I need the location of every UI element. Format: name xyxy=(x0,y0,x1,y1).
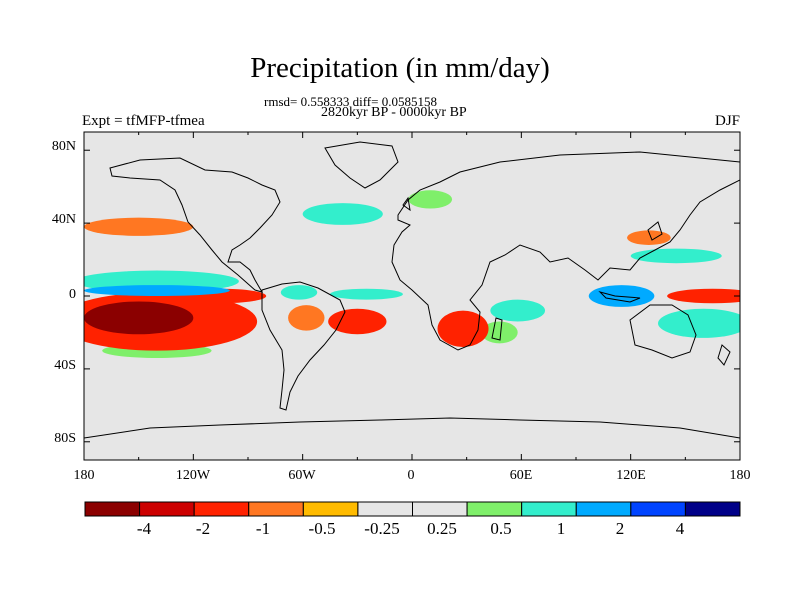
colorbar-swatch xyxy=(357,501,413,517)
anomaly-region xyxy=(84,301,194,335)
anomaly-region xyxy=(408,190,453,209)
lat-label: 80S xyxy=(54,431,76,446)
lon-label: 120E xyxy=(616,468,646,483)
anomaly-region xyxy=(481,321,518,344)
stats-line: rmsd= 0.558333 diff= 0.0585158 xyxy=(264,94,437,109)
colorbar-label: 1 xyxy=(556,519,566,538)
colorbar-label: -2 xyxy=(195,519,211,538)
colorbar-label: -1 xyxy=(255,519,271,538)
colorbar-swatch xyxy=(248,501,304,517)
lon-label: 60W xyxy=(288,468,316,483)
colorbar-label: -0.25 xyxy=(364,519,400,538)
anomaly-region xyxy=(288,305,325,331)
anomaly-region xyxy=(328,308,387,335)
colorbar-swatch xyxy=(466,501,523,517)
coastlines xyxy=(84,141,740,439)
coast-indonesia xyxy=(598,291,641,303)
coast-uk xyxy=(402,196,411,212)
experiment-label: Expt = tfMFP-tfmea xyxy=(82,113,205,129)
coast-north-america xyxy=(109,157,281,293)
lat-label: 40S xyxy=(54,358,76,373)
colorbar-label: 0.5 xyxy=(490,519,512,538)
colorbar-swatch xyxy=(193,501,250,517)
coast-south-america xyxy=(261,281,346,411)
colorbar-swatch xyxy=(84,501,141,517)
colorbar-swatch xyxy=(139,501,195,517)
anomaly-region xyxy=(490,299,546,322)
anomaly-region xyxy=(302,203,383,225)
colorbar-swatch xyxy=(521,501,577,517)
coast-eurasia-africa xyxy=(391,151,740,351)
colorbar-swatch xyxy=(575,501,632,517)
anomaly-region xyxy=(84,217,194,236)
anomaly-region xyxy=(630,248,722,264)
coast-new-zealand xyxy=(717,344,731,366)
lon-label: 180 xyxy=(729,468,751,483)
anomaly-region xyxy=(627,230,671,245)
plot-title: Precipitation (in mm/day) xyxy=(250,52,550,84)
colorbar-label: 4 xyxy=(675,519,685,538)
coast-greenland xyxy=(324,141,399,189)
coast-australia xyxy=(629,304,697,359)
colorbar-swatch xyxy=(412,501,468,517)
lat-label: 0 xyxy=(69,287,76,302)
lon-label: 180 xyxy=(73,468,95,483)
anomaly-region xyxy=(330,288,403,300)
lon-label: 120W xyxy=(175,468,211,483)
coast-japan xyxy=(647,221,663,241)
coast-antarctica xyxy=(84,417,740,439)
colorbar-label: 0.25 xyxy=(427,519,457,538)
anomaly-region xyxy=(667,288,740,304)
colorbar-label: -4 xyxy=(136,519,152,538)
anomaly-region xyxy=(658,308,740,338)
anomaly-region xyxy=(588,285,655,307)
colorbar-label: 2 xyxy=(615,519,625,538)
anomaly-region xyxy=(280,285,318,300)
anomaly-region xyxy=(84,285,230,296)
lon-label: 60E xyxy=(509,468,533,483)
lat-label: 80N xyxy=(51,139,76,154)
coast-madagascar xyxy=(491,317,503,341)
period-label: 2820kyr BP - 0000kyr BP xyxy=(321,105,467,120)
colorbar-swatch xyxy=(302,501,359,517)
anomaly-contours xyxy=(84,190,740,358)
colorbar-label: -0.5 xyxy=(308,519,336,538)
axis-ticks xyxy=(83,132,741,460)
colorbar-swatch xyxy=(630,501,686,517)
lat-label: 40N xyxy=(51,212,76,227)
lon-label: 0 xyxy=(407,468,415,483)
colorbar-swatch xyxy=(684,501,741,517)
anomaly-region xyxy=(437,310,489,348)
colorbar xyxy=(84,501,741,517)
season-label: DJF xyxy=(714,113,740,129)
